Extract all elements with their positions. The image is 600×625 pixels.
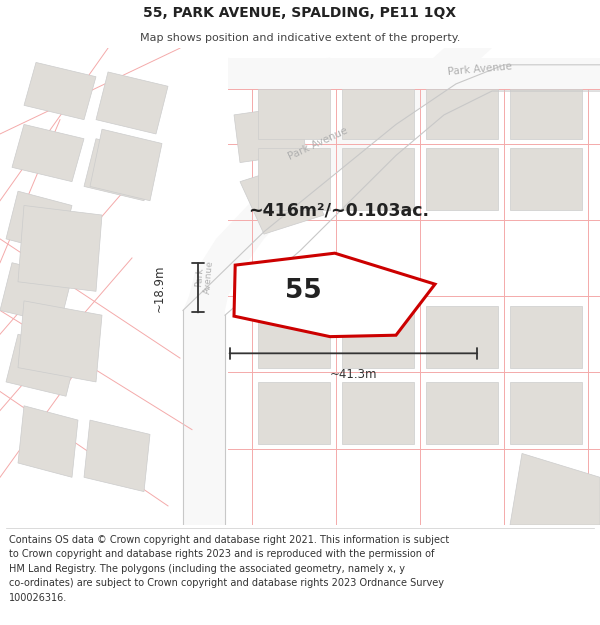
Text: Map shows position and indicative extent of the property.: Map shows position and indicative extent… (140, 32, 460, 43)
Polygon shape (342, 382, 414, 444)
Polygon shape (426, 382, 498, 444)
Polygon shape (0, 262, 72, 325)
Polygon shape (510, 382, 582, 444)
Polygon shape (510, 306, 582, 368)
Polygon shape (18, 206, 102, 291)
Polygon shape (426, 148, 498, 210)
Polygon shape (426, 89, 498, 139)
Polygon shape (234, 106, 306, 162)
Polygon shape (96, 72, 168, 134)
Polygon shape (258, 148, 330, 210)
Polygon shape (258, 89, 330, 139)
Polygon shape (510, 454, 600, 525)
Polygon shape (228, 58, 360, 89)
Polygon shape (18, 406, 78, 478)
Polygon shape (183, 48, 492, 525)
Polygon shape (18, 301, 102, 382)
Polygon shape (24, 62, 96, 119)
Polygon shape (84, 420, 150, 492)
Polygon shape (258, 382, 330, 444)
Text: Park Avenue: Park Avenue (287, 126, 349, 162)
Polygon shape (240, 162, 324, 234)
Polygon shape (510, 89, 582, 139)
Text: 55: 55 (285, 278, 322, 304)
Text: ~416m²/~0.103ac.: ~416m²/~0.103ac. (248, 201, 430, 219)
Polygon shape (510, 148, 582, 210)
Text: Park Avenue: Park Avenue (448, 62, 512, 78)
Polygon shape (12, 124, 84, 182)
Polygon shape (6, 191, 72, 253)
Polygon shape (234, 253, 435, 337)
Text: Contains OS data © Crown copyright and database right 2021. This information is : Contains OS data © Crown copyright and d… (9, 535, 449, 602)
Polygon shape (228, 58, 600, 89)
Polygon shape (342, 89, 414, 139)
Text: 55, PARK AVENUE, SPALDING, PE11 1QX: 55, PARK AVENUE, SPALDING, PE11 1QX (143, 6, 457, 21)
Polygon shape (342, 148, 414, 210)
Text: Park
Avenue: Park Avenue (194, 259, 214, 294)
Polygon shape (90, 129, 162, 201)
Text: ~18.9m: ~18.9m (152, 264, 166, 311)
Polygon shape (426, 306, 498, 368)
Polygon shape (258, 306, 330, 368)
Polygon shape (6, 334, 78, 396)
Text: ~41.3m: ~41.3m (329, 368, 377, 381)
Polygon shape (84, 139, 156, 201)
Polygon shape (342, 306, 414, 368)
